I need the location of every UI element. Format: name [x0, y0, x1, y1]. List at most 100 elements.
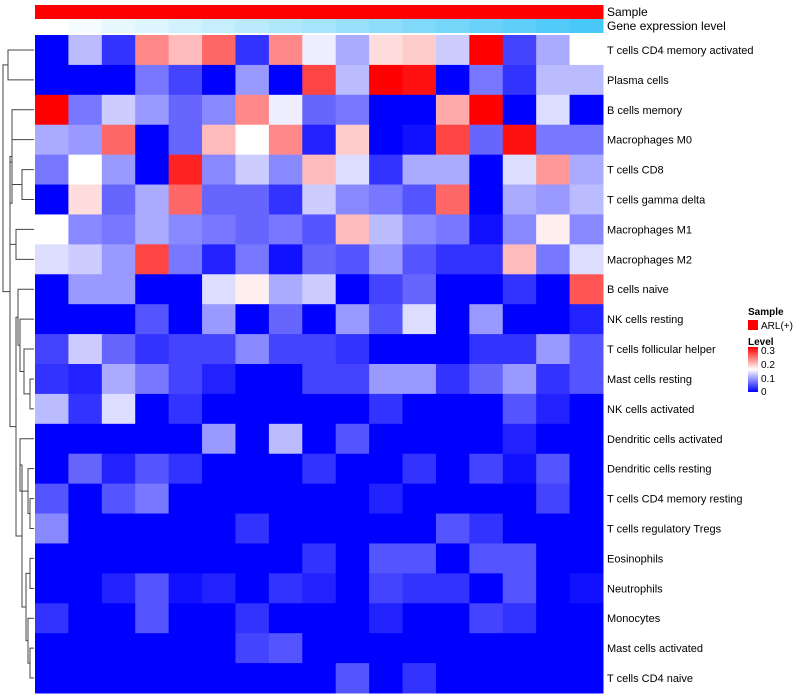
heatmap-cell: [168, 35, 203, 66]
heatmap-cell: [302, 573, 337, 604]
heatmap-cell: [35, 573, 69, 604]
row-label: T cells CD8: [607, 165, 664, 177]
gene-expression-annotation-cell: [402, 19, 437, 33]
heatmap-cell: [135, 214, 170, 245]
heatmap-cell: [335, 304, 370, 335]
heatmap-cell: [302, 244, 337, 275]
heatmap-cell: [335, 334, 370, 365]
sample-annotation-cell: [268, 5, 303, 19]
heatmap-cell: [302, 274, 337, 305]
heatmap-cell: [402, 184, 437, 215]
heatmap-cell: [435, 124, 470, 156]
heatmap-cell: [402, 334, 437, 365]
sample-annotation-cell: [135, 5, 170, 19]
heatmap-cell: [335, 274, 370, 305]
heatmap-cell: [536, 513, 571, 544]
heatmap-cell: [101, 364, 136, 395]
heatmap-cell: [101, 124, 136, 156]
row-label: Mast cells activated: [607, 643, 703, 655]
heatmap-cell: [469, 663, 504, 694]
sample-annotation-cell: [335, 5, 370, 19]
heatmap-cell: [469, 334, 504, 365]
heatmap-cell: [569, 184, 604, 215]
heatmap-cell: [235, 244, 270, 275]
dendrogram-branch: [21, 169, 34, 200]
heatmap-cell: [135, 603, 170, 634]
sample-annotation-cell: [369, 5, 404, 19]
dendrogram-branch: [27, 617, 34, 664]
dendrogram-branch: [27, 468, 34, 515]
row-label: T cells CD4 memory activated: [607, 45, 754, 57]
gene-expression-annotation-cell: [235, 19, 270, 33]
heatmap-cell: [502, 274, 537, 305]
heatmap-cell: [536, 244, 571, 275]
heatmap-cell: [369, 633, 404, 664]
heatmap-cell: [68, 244, 103, 275]
heatmap-cell: [168, 633, 203, 664]
heatmap-cell: [369, 453, 404, 485]
row-label: B cells naive: [607, 284, 669, 296]
heatmap-cell: [235, 35, 270, 66]
heatmap-cell: [335, 423, 370, 455]
heatmap-cell: [168, 393, 203, 425]
heatmap-cell: [502, 513, 537, 544]
sample-annotation-cell: [569, 5, 604, 19]
heatmap-cell: [536, 334, 571, 365]
heatmap-cell: [569, 543, 604, 574]
heatmap-cell: [502, 364, 537, 395]
heatmap-cell: [168, 244, 203, 275]
heatmap-cell: [335, 513, 370, 544]
heatmap-cell: [202, 94, 236, 126]
heatmap-cell: [469, 274, 504, 305]
gene-expression-annotation-cell: [469, 19, 504, 33]
heatmap-cell: [202, 35, 236, 66]
heatmap-cell: [402, 214, 437, 245]
row-label: T cells gamma delta: [607, 195, 706, 207]
dendrogram-branch: [23, 348, 34, 395]
heatmap-cell: [101, 274, 136, 305]
heatmap-cell: [135, 573, 170, 604]
heatmap-cell: [369, 94, 404, 126]
heatmap-cell: [335, 244, 370, 275]
heatmap-cell: [202, 244, 236, 275]
heatmap-cell: [435, 423, 470, 455]
heatmap-cell: [202, 393, 236, 425]
gene-expression-annotation-cell: [302, 19, 337, 33]
heatmap-cell: [569, 124, 604, 156]
heatmap-cell: [235, 483, 270, 515]
heatmap-cell: [35, 304, 69, 335]
heatmap-cell: [101, 633, 136, 664]
heatmap-cell: [202, 304, 236, 335]
heatmap-cell: [235, 364, 270, 395]
heatmap-cell: [268, 483, 303, 515]
heatmap-cell: [268, 393, 303, 425]
gene-expression-annotation-cell: [68, 19, 103, 33]
row-label: Macrophages M2: [607, 254, 692, 266]
heatmap-cell: [235, 453, 270, 485]
heatmap-cell: [135, 304, 170, 335]
heatmap-cell: [469, 214, 504, 245]
heatmap-cell: [402, 124, 437, 156]
heatmap-cell: [569, 423, 604, 455]
legend-level-colorbar: [748, 347, 758, 392]
heatmap-cell: [35, 603, 69, 634]
heatmap-cell: [569, 64, 604, 96]
heatmap-cell: [536, 94, 571, 126]
heatmap-cell: [335, 393, 370, 425]
heatmap-cell: [536, 633, 571, 664]
heatmap-cell: [135, 94, 170, 126]
heatmap-cell: [402, 453, 437, 485]
heatmap-cell: [135, 543, 170, 574]
heatmap-cell: [235, 64, 270, 96]
heatmap-cell: [68, 274, 103, 305]
gene-expression-annotation-cell: [369, 19, 404, 33]
heatmap-cell: [35, 423, 69, 455]
sample-annotation-cell: [469, 5, 504, 19]
heatmap-cell: [402, 663, 437, 694]
gene-expression-annotation-cell: [168, 19, 203, 33]
heatmap-cell: [35, 35, 69, 66]
heatmap-cell: [135, 483, 170, 515]
heatmap-cell: [68, 334, 103, 365]
dendrogram-branch: [11, 139, 34, 186]
heatmap-cell: [168, 364, 203, 395]
